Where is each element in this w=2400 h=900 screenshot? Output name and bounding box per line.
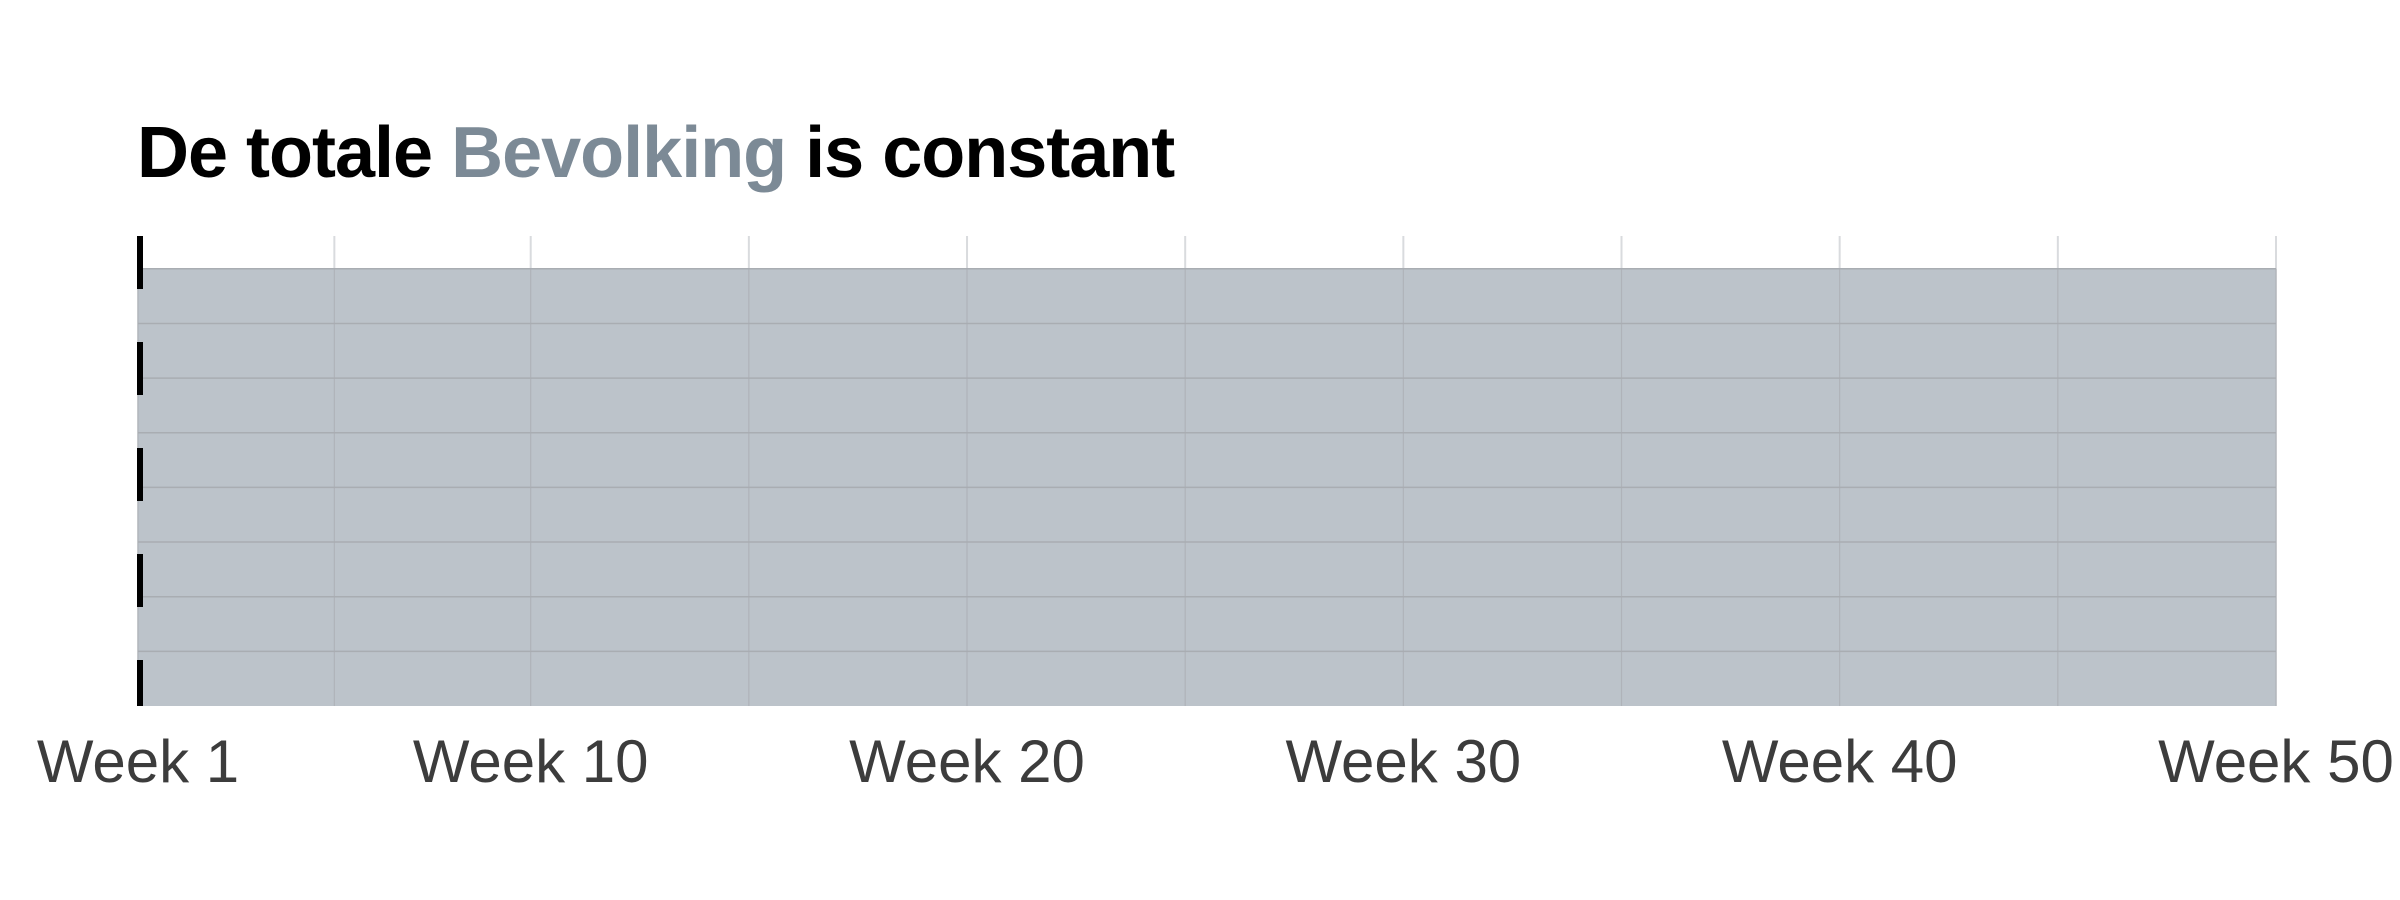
x-tick-label: Week 50 [2158,728,2394,795]
title-part-3: is constant [786,113,1175,193]
title-part-1: De totale [137,113,452,193]
x-tick-label: Week 10 [413,728,649,795]
x-tick-label: Week 20 [849,728,1085,795]
x-tick-labels: Week 1 Week 10 Week 20 Week 30 Week 40 Week 5… [37,728,2394,795]
x-tick-label: Week 30 [1285,728,1521,795]
chart-title: De totale Bevolking is constant [137,112,1175,194]
x-tick-label: Week 40 [1722,728,1958,795]
horizontal-gridlines [137,268,2277,706]
title-highlight: Bevolking [451,113,787,193]
x-tick-label: Week 1 [37,728,239,795]
